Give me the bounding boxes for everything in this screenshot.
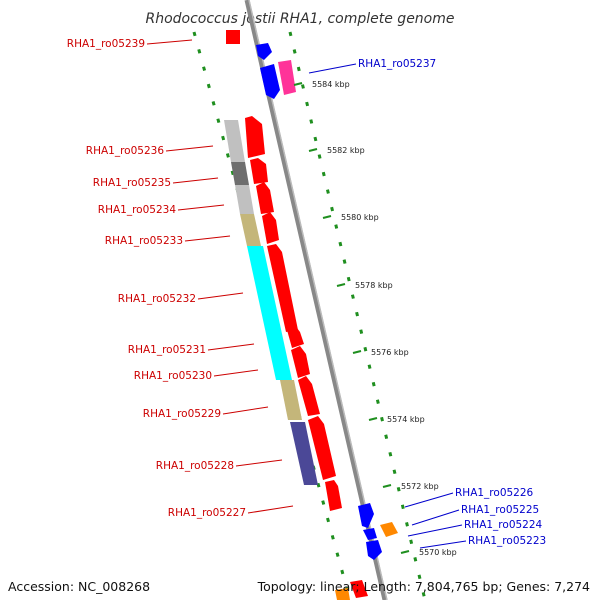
tick-mark xyxy=(382,484,392,488)
gene-label[interactable]: RHA1_ro05230 xyxy=(134,370,212,382)
gene-label[interactable]: RHA1_ro05232 xyxy=(118,293,196,305)
tick-label: 5574 kbp xyxy=(387,415,425,424)
gene-arrow-red-10[interactable] xyxy=(325,480,342,511)
gene-label[interactable]: RHA1_ro05224 xyxy=(464,519,543,531)
tick-mark xyxy=(400,550,410,554)
gene-features xyxy=(224,30,398,600)
gene-leader-line xyxy=(407,524,463,537)
tick-label: 5582 kbp xyxy=(327,146,365,155)
gene-block-orange-ro05225[interactable] xyxy=(380,522,398,537)
gene-block-orange-bottom[interactable] xyxy=(335,588,350,600)
gene-label[interactable]: RHA1_ro05239 xyxy=(67,38,145,50)
gene-arrow-top-blue-1[interactable] xyxy=(256,43,272,60)
gene-leader-line xyxy=(222,406,269,415)
gene-label[interactable]: RHA1_ro05225 xyxy=(461,504,539,516)
tick-label: 5570 kbp xyxy=(419,548,457,557)
gene-leader-line xyxy=(235,459,283,467)
tick-label: 5584 kbp xyxy=(312,80,350,89)
gene-arrow-red-6[interactable] xyxy=(287,324,304,348)
gene-leader-line xyxy=(419,540,467,549)
gene-arrow-top-blue-2[interactable] xyxy=(260,64,280,99)
gene-leader-line xyxy=(411,509,460,526)
gene-leader-line xyxy=(213,369,259,377)
gene-label[interactable]: RHA1_ro05233 xyxy=(105,235,183,247)
gene-arrow-red-8[interactable] xyxy=(298,376,320,416)
gene-leader-line xyxy=(247,505,294,514)
gene-block-navy-ro05228[interactable] xyxy=(290,422,318,485)
gene-leader-line xyxy=(308,63,357,74)
gene-label[interactable]: RHA1_ro05234 xyxy=(98,204,177,216)
gene-label[interactable]: RHA1_ro05227 xyxy=(168,507,246,519)
map-title: Rhodococcus jostii RHA1, complete genome xyxy=(145,11,454,27)
gene-leader-line xyxy=(172,177,219,184)
gene-arrow-ro05226[interactable] xyxy=(358,503,374,528)
outer-dashed-line-right xyxy=(288,31,427,600)
accession-text: Accession: NC_008268 xyxy=(8,579,151,594)
topology-text: Topology: linear; Length: 7,804,765 bp; … xyxy=(257,579,590,594)
gene-label[interactable]: RHA1_ro05226 xyxy=(455,487,534,499)
backbone xyxy=(244,0,388,600)
gene-label[interactable]: RHA1_ro05237 xyxy=(358,58,436,70)
gene-arrow-red-5[interactable] xyxy=(267,244,298,332)
gene-leader-line xyxy=(165,145,214,152)
tick-mark xyxy=(336,283,346,287)
coordinate-ticks: 5584 kbp 5582 kbp 5580 kbp 5578 kbp 5576 kbp… xyxy=(293,80,457,557)
gene-leader-line xyxy=(146,39,193,45)
gene-leader-line xyxy=(177,204,225,211)
tick-label: 5572 kbp xyxy=(401,482,439,491)
gene-leader-line xyxy=(184,235,231,242)
gene-leader-line xyxy=(404,492,454,508)
tick-mark xyxy=(308,148,318,152)
tick-mark xyxy=(322,215,332,219)
gene-block-tan-ro05233[interactable] xyxy=(240,214,261,246)
tick-mark xyxy=(368,417,378,421)
gene-leader-line xyxy=(207,343,255,351)
tick-label: 5580 kbp xyxy=(341,213,379,222)
gene-block-gray-ro05236[interactable] xyxy=(224,120,245,162)
gene-label[interactable]: RHA1_ro05228 xyxy=(156,460,234,472)
tick-mark xyxy=(293,82,303,86)
gene-block-red-bottom[interactable] xyxy=(350,580,368,598)
gene-arrow-red-2[interactable] xyxy=(250,158,268,184)
gene-block-ro05239[interactable] xyxy=(226,30,240,44)
gene-label[interactable]: RHA1_ro05229 xyxy=(143,408,221,420)
gene-arrow-red-1[interactable] xyxy=(245,116,265,158)
tick-label: 5578 kbp xyxy=(355,281,393,290)
gene-block-gray-ro05235[interactable] xyxy=(231,162,249,185)
gene-arrow-ro05223[interactable] xyxy=(366,540,382,560)
tick-label: 5576 kbp xyxy=(371,348,409,357)
right-gene-labels: RHA1_ro05237 RHA1_ro05226 RHA1_ro05225 RHA1… xyxy=(308,58,546,549)
gene-label[interactable]: RHA1_ro05231 xyxy=(128,344,206,356)
gene-block-tan-ro05229[interactable] xyxy=(280,380,302,420)
left-gene-labels: RHA1_ro05239 RHA1_ro05236 RHA1_ro05235 RHA1… xyxy=(67,38,294,519)
gene-arrow-ro05237[interactable] xyxy=(278,60,296,95)
gene-block-cyan-ro05232[interactable] xyxy=(247,246,292,380)
gene-label[interactable]: RHA1_ro05223 xyxy=(468,535,546,547)
tick-mark xyxy=(352,350,362,354)
gene-arrow-ro05224[interactable] xyxy=(363,528,377,540)
gene-arrow-red-3[interactable] xyxy=(256,182,274,214)
gene-arrow-red-4[interactable] xyxy=(262,212,279,244)
gene-leader-line xyxy=(197,292,244,300)
gene-label[interactable]: RHA1_ro05235 xyxy=(93,177,171,189)
gene-block-gray-ro05234[interactable] xyxy=(235,185,254,214)
gene-label[interactable]: RHA1_ro05236 xyxy=(86,145,165,157)
gene-arrow-red-7[interactable] xyxy=(291,346,310,378)
gene-arrow-red-9[interactable] xyxy=(308,416,336,480)
